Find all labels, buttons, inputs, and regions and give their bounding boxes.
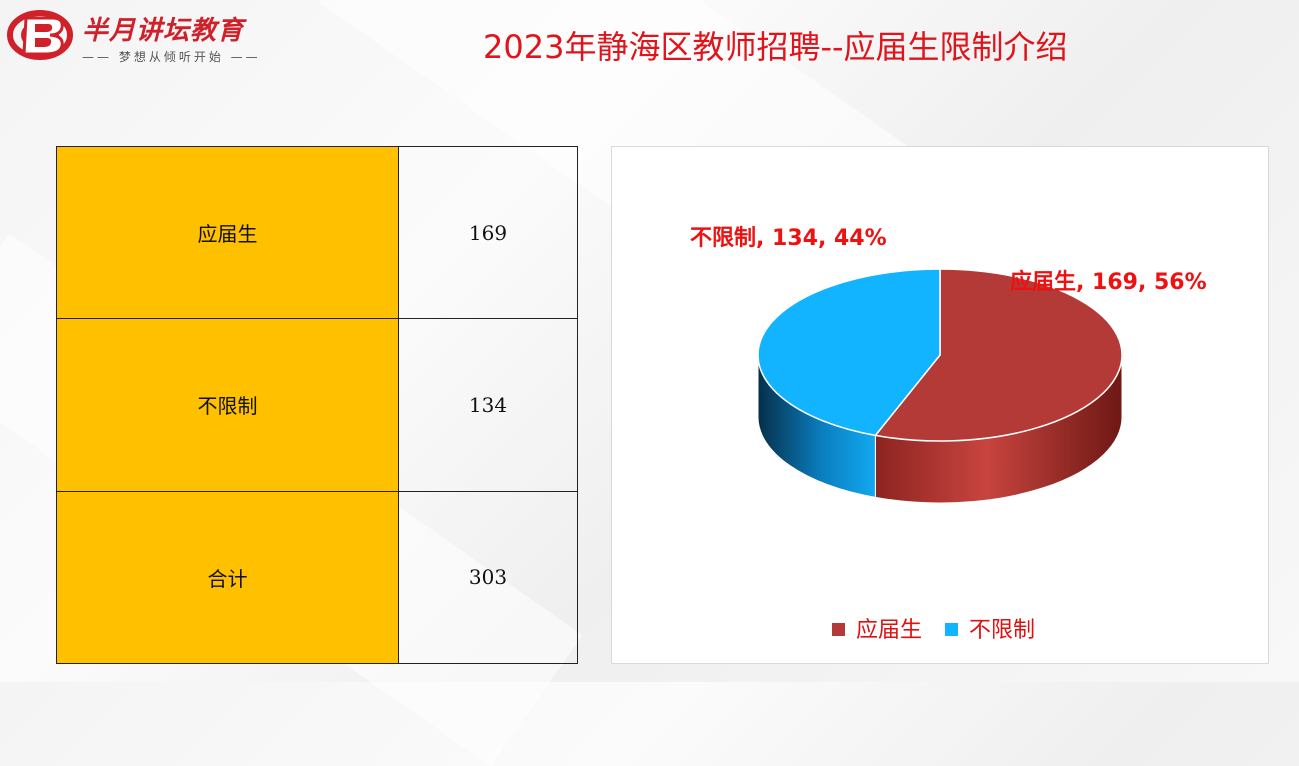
pie-slice-graduate[interactable] xyxy=(874,268,1123,442)
legend-label-graduate: 应届生 xyxy=(856,618,922,643)
legend-swatch-unrestricted xyxy=(945,623,958,636)
brand-name: 半月讲坛教育 xyxy=(82,16,245,46)
legend-swatch-graduate xyxy=(832,623,845,636)
data-label-graduate: 应届生, 169, 56% xyxy=(1010,269,1207,295)
table-cell-label: 不限制 xyxy=(56,318,399,492)
page-title: 2023年静海区教师招聘--应届生限制介绍 xyxy=(483,28,1068,66)
table-row: 应届生 169 xyxy=(56,145,578,320)
table-row: 不限制 134 xyxy=(56,318,578,492)
data-label-unrestricted: 不限制, 134, 44% xyxy=(690,226,887,251)
table-cell-value: 169 xyxy=(398,145,578,320)
data-table: 应届生 169 不限制 134 合计 303 xyxy=(56,145,578,665)
table-cell-label: 合计 xyxy=(56,490,399,665)
pie-slice-unrestricted[interactable] xyxy=(757,268,941,437)
table-cell-value: 303 xyxy=(398,490,578,665)
pie-chart-panel: 应届生, 169, 56% 不限制, 134, 44% 应届生 不限制 xyxy=(611,146,1269,664)
legend-label-unrestricted: 不限制 xyxy=(969,618,1035,643)
table-cell-label: 应届生 xyxy=(56,145,399,320)
brand-slogan: —— 梦想从倾听开始 —— xyxy=(82,50,261,64)
table-row: 合计 303 xyxy=(56,490,578,665)
logo-mark-icon xyxy=(7,10,73,60)
pie-chart: 应届生, 169, 56% 不限制, 134, 44% 应届生 不限制 xyxy=(690,226,1207,643)
brand-logo: 半月讲坛教育 —— 梦想从倾听开始 —— xyxy=(6,4,266,66)
table-cell-value: 134 xyxy=(398,318,578,492)
